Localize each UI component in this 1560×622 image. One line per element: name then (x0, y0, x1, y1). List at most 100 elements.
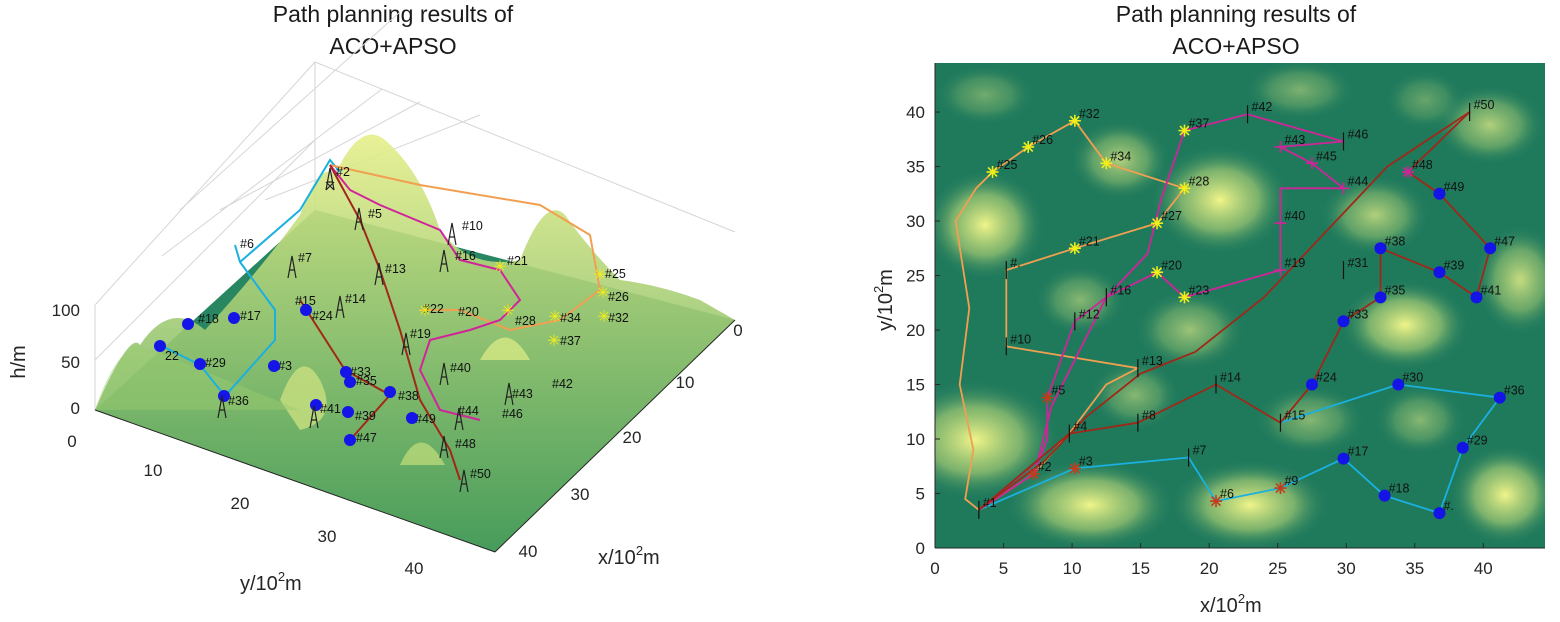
node-label: #6 (1220, 487, 1234, 501)
left-y-label-sup: 2 (278, 569, 285, 584)
node-18-16: #18 (1378, 482, 1410, 502)
left-x-label-main: x/10 (598, 547, 636, 569)
left-star-28: ✳ (501, 303, 514, 320)
node-label: #8 (1142, 409, 1156, 423)
node-4-3: #4 (1068, 420, 1087, 443)
node-label: #50 (1474, 98, 1495, 112)
node-label: #42 (1252, 100, 1273, 114)
left-label-29: #29 (205, 356, 226, 370)
left-label-34: #34 (560, 311, 581, 325)
node-label: #17 (1347, 445, 1368, 459)
node-label: #4 (1073, 420, 1087, 434)
node-6-5: #6 (1210, 487, 1234, 508)
node-label: #25 (997, 158, 1018, 172)
left-3d-labels: #2 #5 #10 #16 #21 #6 #7 #13 #15 #14 #24 … (165, 165, 629, 481)
left-marker-3 (268, 360, 280, 372)
left-title-line1: Path planning results of (273, 1, 514, 27)
node-marker-blue (1433, 266, 1446, 279)
left-label-40: #40 (450, 361, 471, 375)
left-x-label: x/102m (598, 543, 660, 569)
right-y-label: y/102m (871, 269, 897, 331)
node-marker-blue (1337, 315, 1350, 328)
node-28-25: #28 (1178, 174, 1209, 195)
node-43-40: #43 (1274, 133, 1305, 153)
node-label: #26 (1032, 133, 1053, 147)
x-tick-label: 30 (1337, 559, 1356, 578)
node-label: #23 (1188, 283, 1209, 297)
node-marker-blue (1456, 441, 1469, 454)
node-label: #3 (1079, 454, 1093, 468)
node-16-14: #16 (1105, 283, 1131, 307)
node-44-41: #44 (1337, 174, 1368, 195)
node-marker-plus-mag (1274, 264, 1287, 277)
node-label: #37 (1188, 117, 1209, 131)
node-label: #7 (1193, 444, 1207, 458)
left-label-47: #47 (356, 431, 377, 445)
left-tower-14 (335, 295, 345, 319)
node-29-26: #29 (1456, 434, 1488, 454)
node-40-37: #40 (1274, 209, 1305, 230)
node-30-27: #30 (1392, 371, 1423, 391)
left-star-26: ✳ (596, 285, 609, 302)
node-marker-blue (1470, 291, 1483, 304)
left-y-tick-40: 40 (405, 559, 424, 578)
left-tower-7 (287, 255, 297, 279)
node-2-1: #2 (1027, 460, 1052, 480)
left-y-label-main: y/10 (240, 573, 278, 595)
node-marker-plus-mag (1274, 140, 1287, 153)
node-label: #15 (1284, 409, 1305, 423)
node-25-22: #25 (986, 158, 1018, 178)
node-marker-blue (1374, 242, 1387, 255)
node-marker-plus-mag (1337, 182, 1350, 195)
right-title-line2: ACO+APSO (1172, 33, 1299, 59)
x-tick-label: 5 (999, 559, 1008, 578)
left-label-41: #41 (320, 402, 341, 416)
right-y-label-sup: 2 (871, 286, 886, 293)
left-star-25: ✳ (593, 267, 606, 284)
route-cyan (978, 383, 1501, 514)
node-marker-star-yel (1178, 182, 1191, 195)
left-label-33: #33 (350, 365, 371, 379)
left-marker-29 (194, 358, 206, 370)
node-label: #31 (1347, 256, 1368, 270)
node-marker-star-yel (1151, 266, 1164, 279)
node-47-44: #47 (1484, 234, 1515, 255)
left-marker-41 (310, 399, 322, 411)
left-tower-19 (401, 332, 411, 356)
node-label: #21 (1079, 234, 1100, 248)
node-label: #12 (1079, 307, 1100, 321)
right-y-label-unit: m (875, 269, 897, 286)
node-marker-star-red (1210, 495, 1223, 508)
left-label-20: #20 (458, 305, 479, 319)
node-17-15: #17 (1337, 445, 1368, 465)
node-31-28: #31 (1342, 256, 1368, 280)
left-tower-40 (439, 362, 449, 386)
left-label-3: #3 (278, 359, 292, 373)
node-label: #35 (1385, 283, 1406, 297)
node-23-20: #23 (1178, 283, 1209, 304)
node-marker-star-yel (1178, 124, 1191, 137)
y-tick-label: 40 (906, 103, 925, 122)
node-marker-star-yel (1151, 217, 1164, 230)
right-heatmap-background (935, 63, 1545, 548)
left-label-43: #43 (512, 387, 533, 401)
right-x-label-unit: m (1245, 595, 1262, 617)
node-marker-blue (1493, 391, 1506, 404)
left-x-tick-10: 10 (676, 373, 695, 392)
node-marker-star-red (1041, 391, 1054, 404)
x-tick-label: 25 (1268, 559, 1287, 578)
left-label-7: #7 (298, 251, 312, 265)
left-label-37: #37 (560, 334, 581, 348)
left-label-25: #25 (605, 267, 626, 281)
left-label-13: #13 (385, 262, 406, 276)
left-label-26: #26 (608, 290, 629, 304)
node-34-31: #34 (1100, 149, 1131, 170)
y-tick-label: 0 (916, 539, 925, 558)
node-marker-star-yel (1178, 291, 1191, 304)
left-label-14: #14 (345, 292, 366, 306)
node-label: #16 (1110, 283, 1131, 297)
left-z-tick-50: 50 (61, 353, 80, 372)
node-label: #46 (1347, 127, 1368, 141)
left-label-39: #39 (355, 409, 376, 423)
left-label-17: #17 (240, 309, 261, 323)
